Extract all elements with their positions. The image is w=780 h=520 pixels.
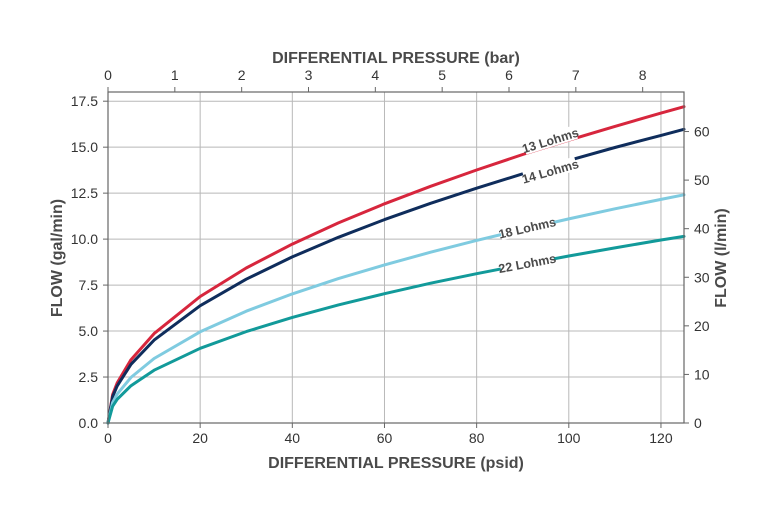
curve-label-bg: [499, 214, 555, 241]
x-tick-label: 60: [377, 430, 393, 446]
y-tick-label: 17.5: [71, 93, 98, 109]
curve-label-bg: [499, 250, 555, 275]
curve-label-text: 22 Lohms: [497, 252, 557, 277]
y-tick-label: 5.0: [79, 323, 99, 339]
top-tick-label: 3: [305, 67, 313, 83]
x-tick-label: 20: [192, 430, 208, 446]
top-tick-label: 8: [639, 67, 647, 83]
right-tick-label: 30: [694, 269, 710, 285]
x-axis-title-top: DIFFERENTIAL PRESSURE (bar): [272, 50, 520, 67]
curve-label-bg: [522, 156, 579, 186]
x-axis-title-bottom: DIFFERENTIAL PRESSURE (psid): [268, 455, 524, 472]
curve-label-text: 14 Lohms: [520, 157, 580, 187]
curve-label-14-lohms: 14 Lohms: [520, 156, 580, 187]
curve-22-lohms: [106, 234, 686, 425]
top-tick-label: 6: [505, 67, 513, 83]
y-tick-label: 0.0: [79, 415, 99, 431]
frame-layer: [107, 91, 685, 424]
curve-18-lohms: [106, 193, 686, 425]
top-tick-label: 5: [438, 67, 446, 83]
x-tick-label: 100: [557, 430, 581, 446]
x-tick-label: 80: [469, 430, 485, 446]
x-tick-label: 120: [649, 430, 673, 446]
curve-13-lohms: [106, 105, 686, 425]
top-tick-label: 0: [104, 67, 112, 83]
curve-label-text: 18 Lohms: [497, 215, 557, 242]
x-tick-label: 0: [104, 430, 112, 446]
y-axis-title-right: FLOW (l/min): [713, 208, 730, 308]
curve-label-bg: [522, 125, 578, 155]
curve-layer: [106, 105, 686, 425]
top-tick-label: 1: [171, 67, 179, 83]
plot-frame: [107, 91, 685, 424]
right-tick-label: 0: [694, 415, 702, 431]
y-axis-title-left: FLOW (gal/min): [49, 199, 66, 317]
y-tick-label: 15.0: [71, 139, 98, 155]
y-tick-label: 12.5: [71, 185, 98, 201]
y-tick-label: 7.5: [79, 277, 99, 293]
right-tick-label: 40: [694, 221, 710, 237]
right-tick-label: 50: [694, 172, 710, 188]
curve-label-text: 13 Lohms: [520, 126, 580, 157]
curve-label-22-lohms: 22 Lohms: [497, 250, 557, 277]
top-tick-label: 4: [371, 67, 379, 83]
curve-label-18-lohms: 18 Lohms: [497, 214, 557, 242]
y-tick-label: 2.5: [79, 369, 99, 385]
curve-label-13-lohms: 13 Lohms: [520, 125, 580, 157]
tick-layer: 0 20 40 60 80 100 1200.02.55.07.510.012.515.01…: [71, 67, 710, 446]
x-tick-label: 40: [285, 430, 301, 446]
right-tick-label: 20: [694, 318, 710, 334]
curve-14-lohms: [106, 127, 686, 425]
top-tick-label: 2: [238, 67, 246, 83]
grid-layer: [107, 92, 684, 424]
right-tick-label: 60: [694, 124, 710, 140]
y-tick-label: 10.0: [71, 231, 98, 247]
right-tick-label: 10: [694, 366, 710, 382]
top-tick-label: 7: [572, 67, 580, 83]
